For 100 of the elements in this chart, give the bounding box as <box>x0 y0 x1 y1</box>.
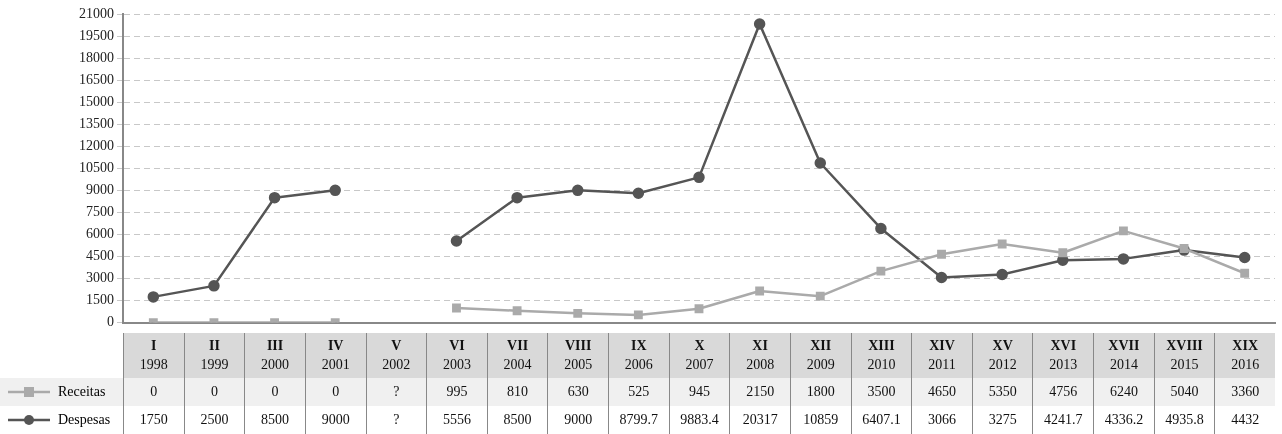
data-label: 8500 <box>244 406 305 434</box>
point <box>632 187 645 200</box>
x-tick-label: XIII 2010 <box>866 337 897 372</box>
data-label: 5556 <box>426 406 487 434</box>
data-label: 9000 <box>547 406 609 434</box>
data-label: 2500 <box>183 406 245 434</box>
y-tick-label: 21000 <box>79 5 114 21</box>
x-tick-label: III 2000 <box>260 337 291 372</box>
point <box>268 191 281 204</box>
point <box>755 286 765 296</box>
data-label: 6240 <box>1093 378 1154 406</box>
data-label: 3275 <box>971 406 1033 434</box>
x-tick-label: XI 2008 <box>745 337 776 372</box>
y-tick-label: 19500 <box>79 27 114 43</box>
x-tick-label: XII 2009 <box>805 337 836 372</box>
y-tick-label: 16500 <box>79 71 114 87</box>
point <box>694 304 704 314</box>
text: ? <box>393 384 400 399</box>
x-tick-label: V 2002 <box>381 337 412 372</box>
x-tick-label: XVII 2014 <box>1107 337 1141 372</box>
x-tick-label: XIX 2016 <box>1230 337 1261 372</box>
point <box>329 184 341 197</box>
y-tick-label: 4500 <box>86 248 114 264</box>
point <box>1240 268 1250 278</box>
point <box>147 291 160 303</box>
point <box>512 306 522 316</box>
data-label: 630 <box>547 378 609 406</box>
data-label: 3066 <box>911 406 972 434</box>
y-tick-label: 7500 <box>86 204 114 220</box>
data-label: 0 <box>183 378 245 406</box>
x-tick-label: X 2007 <box>684 337 715 372</box>
point <box>935 271 948 284</box>
data-label: 995 <box>426 378 487 406</box>
x-tick-label: VIII 2005 <box>563 337 594 372</box>
data-label: 4756 <box>1032 378 1094 406</box>
x-tick-label: IX 2006 <box>623 337 654 372</box>
x-tick-label: I 1998 <box>138 337 169 372</box>
data-label: 4432 <box>1214 406 1275 434</box>
data-label: 9883.4 <box>668 406 730 434</box>
point <box>693 171 705 184</box>
point <box>511 191 523 204</box>
y-tick-label: 12000 <box>79 137 114 153</box>
data-label: 5350 <box>971 378 1033 406</box>
point <box>452 303 461 313</box>
point <box>450 235 463 247</box>
y-tick-label: 13500 <box>79 115 114 131</box>
data-label: 9000 <box>304 406 366 434</box>
x-tick-label: XIV 2011 <box>927 337 957 372</box>
point <box>753 18 766 30</box>
data-label: 0 <box>123 378 184 406</box>
data-label: 1800 <box>789 378 851 406</box>
x-tick-label: VII 2004 <box>502 337 533 372</box>
point <box>1058 248 1068 258</box>
point <box>997 239 1007 249</box>
data-label: 810 <box>486 378 548 406</box>
y-tick-label: 1500 <box>86 292 114 308</box>
data-label: 525 <box>608 378 669 406</box>
point <box>815 291 825 301</box>
point <box>573 308 583 318</box>
data-label: 4650 <box>911 378 972 406</box>
data-label: 5040 <box>1153 378 1215 406</box>
point <box>996 268 1008 281</box>
data-label: 4935.8 <box>1153 406 1215 434</box>
x-tick-label: VI 2003 <box>441 337 472 372</box>
x-tick-label: XV 2012 <box>987 337 1018 372</box>
point <box>571 184 584 197</box>
point <box>876 266 886 276</box>
y-tick-label: 3000 <box>86 270 114 286</box>
point <box>937 249 946 259</box>
data-label: 945 <box>668 378 730 406</box>
y-tick-label: 0 <box>107 314 114 330</box>
text: ? <box>393 412 400 427</box>
data-label: 8500 <box>486 406 548 434</box>
data-label: 6407.1 <box>850 406 912 434</box>
x-tick-label: XVI 2013 <box>1048 337 1079 372</box>
x-tick-label: XVIII 2015 <box>1165 337 1204 372</box>
y-tick-label: 18000 <box>79 49 114 65</box>
x-tick-label: II 1999 <box>199 337 230 372</box>
data-label: 4241.7 <box>1032 406 1094 434</box>
point <box>1118 226 1128 236</box>
data-label: 3500 <box>850 378 912 406</box>
data-label: 8799.7 <box>608 406 669 434</box>
point <box>875 222 887 235</box>
point <box>208 280 220 292</box>
data-label: 1750 <box>123 406 184 434</box>
data-label: 20317 <box>729 406 790 434</box>
data-label: 3360 <box>1214 378 1275 406</box>
y-tick-label: 15000 <box>79 93 114 109</box>
point <box>633 310 643 320</box>
data-label: 0 <box>304 378 366 406</box>
y-tick-label: 9000 <box>86 182 114 198</box>
data-label: 2150 <box>729 378 790 406</box>
y-tick-label: 6000 <box>86 226 114 242</box>
point <box>1117 253 1130 265</box>
data-label: 0 <box>244 378 305 406</box>
data-label: 4336.2 <box>1093 406 1154 434</box>
point <box>814 157 827 169</box>
legend-label: Receitas <box>58 383 106 401</box>
point <box>1238 251 1251 264</box>
legend-label: Despesas <box>58 411 111 429</box>
